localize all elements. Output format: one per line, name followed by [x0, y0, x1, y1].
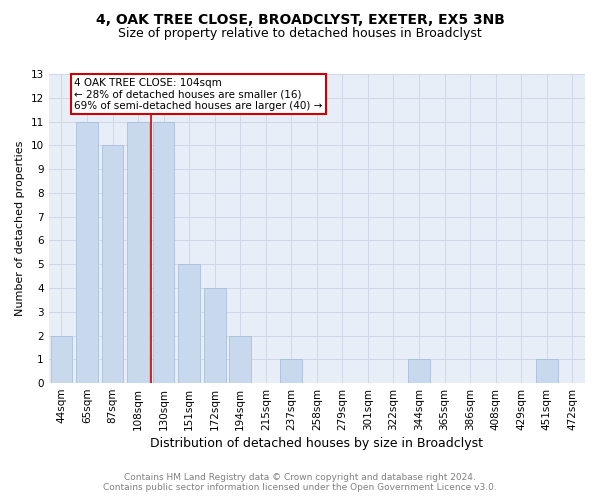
- Bar: [536, 360, 557, 383]
- Text: 4 OAK TREE CLOSE: 104sqm
← 28% of detached houses are smaller (16)
69% of semi-d: 4 OAK TREE CLOSE: 104sqm ← 28% of detach…: [74, 78, 323, 111]
- Text: 4, OAK TREE CLOSE, BROADCLYST, EXETER, EX5 3NB: 4, OAK TREE CLOSE, BROADCLYST, EXETER, E…: [95, 12, 505, 26]
- Text: Contains HM Land Registry data © Crown copyright and database right 2024.
Contai: Contains HM Land Registry data © Crown c…: [103, 473, 497, 492]
- Bar: [127, 122, 149, 383]
- Bar: [101, 146, 124, 383]
- Bar: [204, 288, 226, 383]
- Bar: [280, 360, 302, 383]
- Bar: [50, 336, 72, 383]
- Bar: [76, 122, 98, 383]
- Bar: [178, 264, 200, 383]
- Bar: [229, 336, 251, 383]
- Y-axis label: Number of detached properties: Number of detached properties: [15, 141, 25, 316]
- Bar: [408, 360, 430, 383]
- Text: Size of property relative to detached houses in Broadclyst: Size of property relative to detached ho…: [118, 28, 482, 40]
- Bar: [153, 122, 175, 383]
- X-axis label: Distribution of detached houses by size in Broadclyst: Distribution of detached houses by size …: [151, 437, 484, 450]
